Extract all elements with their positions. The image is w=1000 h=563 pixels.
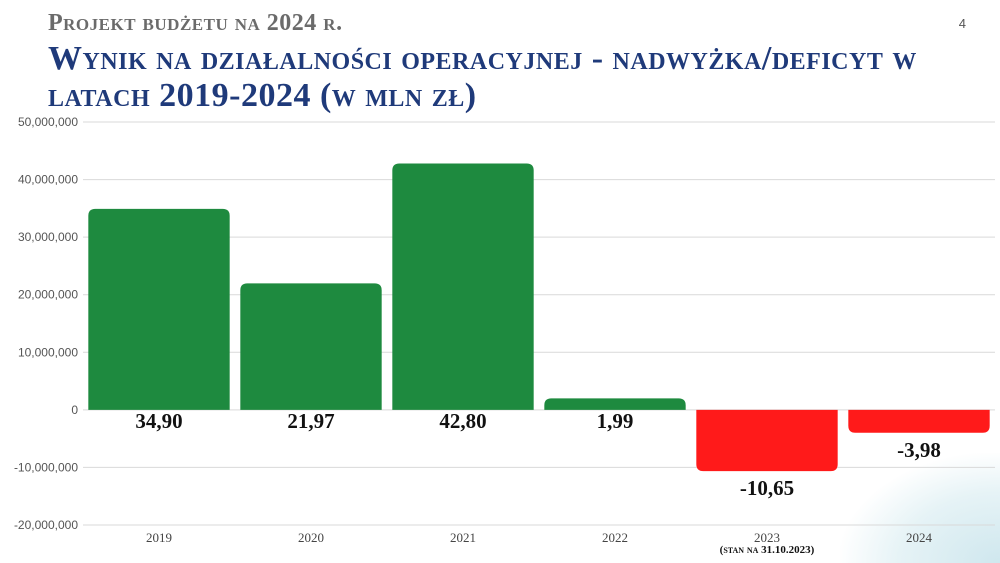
x-tick-label-2023: 2023	[754, 530, 780, 545]
data-label-2020: 21,97	[287, 409, 334, 433]
x-tick-label-2021: 2021	[450, 530, 476, 545]
x-tick-label-2019: 2019	[146, 530, 172, 545]
bar-2023	[696, 409, 838, 472]
x-tick-label-2020: 2020	[298, 530, 324, 545]
data-label-2019: 34,90	[135, 409, 182, 433]
data-label-2024: -3,98	[897, 438, 941, 462]
y-tick-label: 30,000,000	[18, 230, 78, 244]
bar-2024	[848, 409, 990, 433]
bar-2022	[544, 398, 686, 410]
bar-2020	[240, 283, 382, 410]
y-tick-label: 50,000,000	[18, 115, 78, 129]
data-label-2023: -10,65	[740, 476, 794, 500]
bar-2021	[392, 163, 534, 410]
y-tick-label: 10,000,000	[18, 345, 78, 359]
y-tick-label: -10,000,000	[14, 460, 78, 474]
page-number: 4	[958, 16, 966, 31]
bar-2019	[88, 208, 230, 410]
data-label-2022: 1,99	[597, 409, 634, 433]
y-tick-label: 40,000,000	[18, 173, 78, 187]
corner-decoration	[840, 453, 1000, 563]
y-tick-label: 20,000,000	[18, 288, 78, 302]
slide-subtitle: Projekt budżetu na 2024 r.	[48, 10, 343, 36]
x-tick-label-2022: 2022	[602, 530, 628, 545]
annotation-2023: (stan na 31.10.2023)	[720, 544, 815, 556]
x-tick-label-2024: 2024	[906, 530, 933, 545]
y-tick-label: 0	[71, 403, 78, 417]
data-label-2021: 42,80	[439, 409, 486, 433]
y-tick-label: -20,000,000	[14, 518, 78, 532]
slide-title: Wynik na działalności operacyjnej - nadw…	[48, 40, 917, 114]
